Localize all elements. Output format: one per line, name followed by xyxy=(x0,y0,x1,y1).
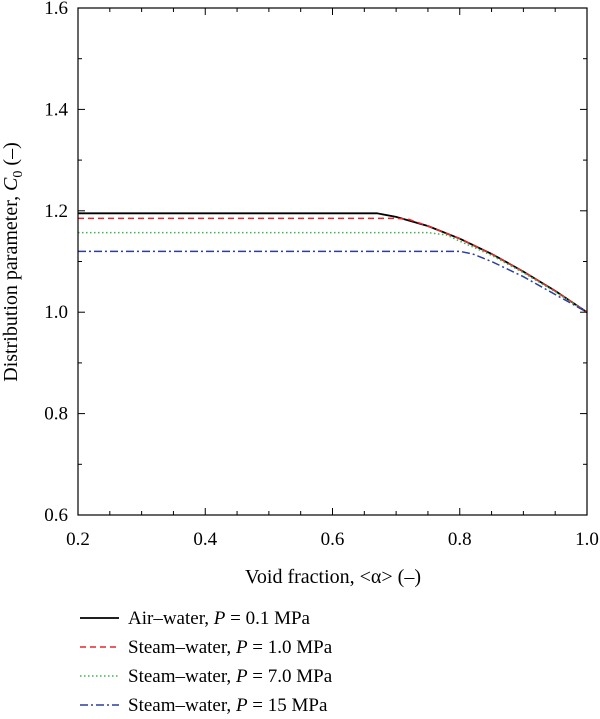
y-axis-label: Distribution parameter, C0 (–) xyxy=(0,142,26,381)
series-line-1 xyxy=(78,212,588,313)
legend-label-4: Steam–water, P = 15 MPa xyxy=(128,695,328,716)
legend-label-2: Steam–water, P = 1.0 MPa xyxy=(128,637,333,658)
x-tick-label: 0.8 xyxy=(448,529,472,550)
x-tick-label: 1.0 xyxy=(575,529,599,550)
x-axis-label: Void fraction, <α> (–) xyxy=(245,566,421,588)
y-tick-label: 1.6 xyxy=(44,0,68,19)
legend: Air–water, P = 0.1 MPa Steam–water, P = 1… xyxy=(80,608,333,716)
y-tick-label: 1.2 xyxy=(44,201,68,222)
legend-label-3: Steam–water, P = 7.0 MPa xyxy=(128,666,333,687)
x-tick-label: 0.2 xyxy=(66,529,90,550)
y-tick-label: 0.6 xyxy=(44,505,68,526)
series-line-3 xyxy=(78,231,588,313)
plot-layer xyxy=(78,212,588,313)
series-line-2 xyxy=(78,217,588,313)
series-line-4 xyxy=(78,250,588,313)
plot-frame xyxy=(77,7,588,516)
y-tick-label: 1.0 xyxy=(44,302,68,323)
x-tick-label: 0.6 xyxy=(321,529,345,550)
y-tick-label: 1.4 xyxy=(44,99,68,120)
x-tick-label: 0.4 xyxy=(193,529,217,550)
axes-layer: 0.2 0.4 0.6 0.8 1.0 0.6 0.8 1.0 1.2 1.4 1.6 xyxy=(44,0,599,550)
y-tick-label: 0.8 xyxy=(44,404,68,425)
legend-label-1: Air–water, P = 0.1 MPa xyxy=(128,608,311,629)
